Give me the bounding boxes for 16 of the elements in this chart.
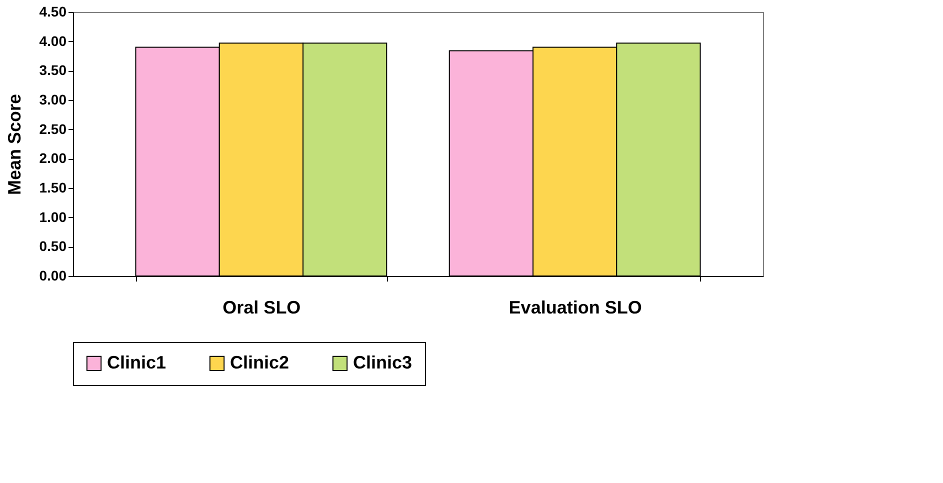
y-tick-label: 0.50 [39,238,67,254]
y-tick-label: 0.00 [39,268,67,284]
y-tick-label: 3.00 [39,92,67,108]
y-tick-label: 1.50 [39,180,67,196]
legend-label: Clinic1 [107,352,166,372]
y-tick-label: 4.00 [39,32,67,49]
x-tick-label: Oral SLO [222,298,301,318]
y-tick-label: 1.00 [39,208,67,225]
x-tick-label: Evaluation SLO [508,298,642,318]
y-tick-label: 3.50 [39,62,67,78]
y-tick-label: 2.00 [39,150,67,166]
y-tick-label: 4.50 [39,4,67,20]
y-axis-title: Mean Score [4,94,24,196]
y-tick-label: 2.50 [39,120,67,137]
legend-label: Clinic3 [353,352,412,372]
legend-label: Clinic2 [230,352,290,372]
